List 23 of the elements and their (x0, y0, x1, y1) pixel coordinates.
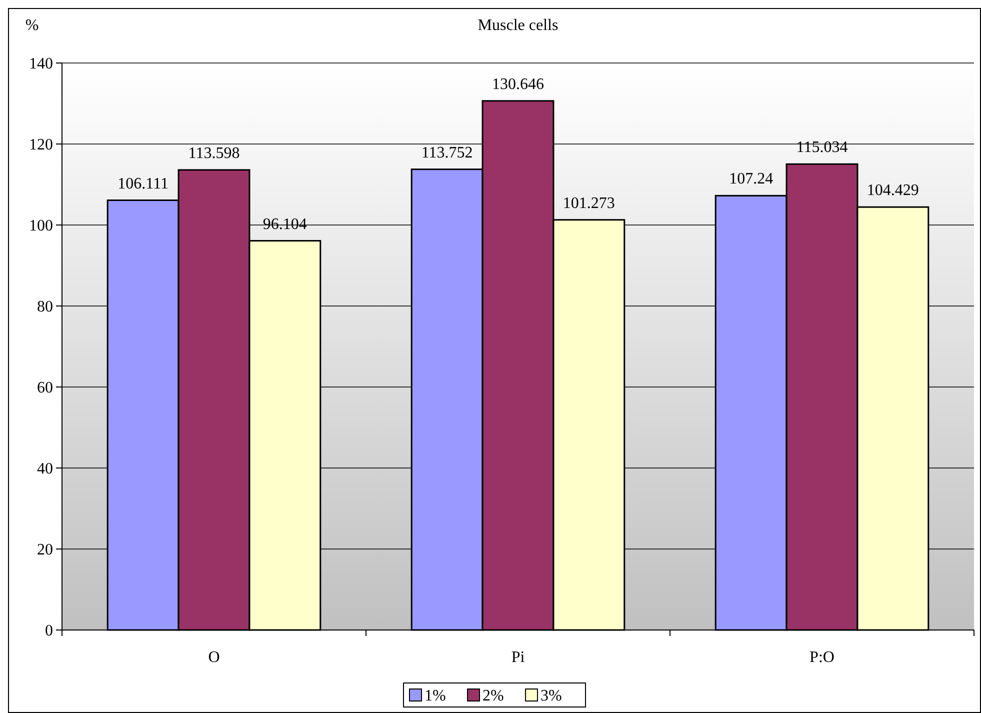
y-tick-label: 120 (29, 136, 53, 154)
y-axis-title: % (25, 17, 39, 34)
y-tick-label: 100 (29, 218, 53, 235)
legend-label: 2% (482, 688, 504, 705)
y-tick-label: 40 (37, 460, 53, 478)
y-tick-label: 140 (29, 56, 53, 73)
x-tick-label: Pi (511, 649, 526, 666)
x-tick-label: P:O (810, 649, 834, 666)
legend-label: 1% (424, 688, 446, 705)
x-tick-label: O (208, 649, 220, 666)
y-tick-label: 80 (37, 298, 53, 316)
y-tick-label: 60 (37, 380, 53, 397)
y-tick-label: 20 (37, 542, 53, 559)
data-label: 130.646 (492, 76, 544, 93)
data-label: 106.111 (118, 175, 168, 192)
data-label: 104.429 (866, 182, 919, 200)
data-label: 113.598 (188, 144, 240, 162)
chart-title: Muscle cells (478, 17, 558, 34)
data-label: 107.24 (729, 170, 774, 188)
y-tick-label: 0 (45, 622, 53, 640)
data-label: 101.273 (562, 194, 615, 212)
legend-label: 3% (540, 688, 562, 705)
data-label: 113.752 (421, 144, 473, 162)
